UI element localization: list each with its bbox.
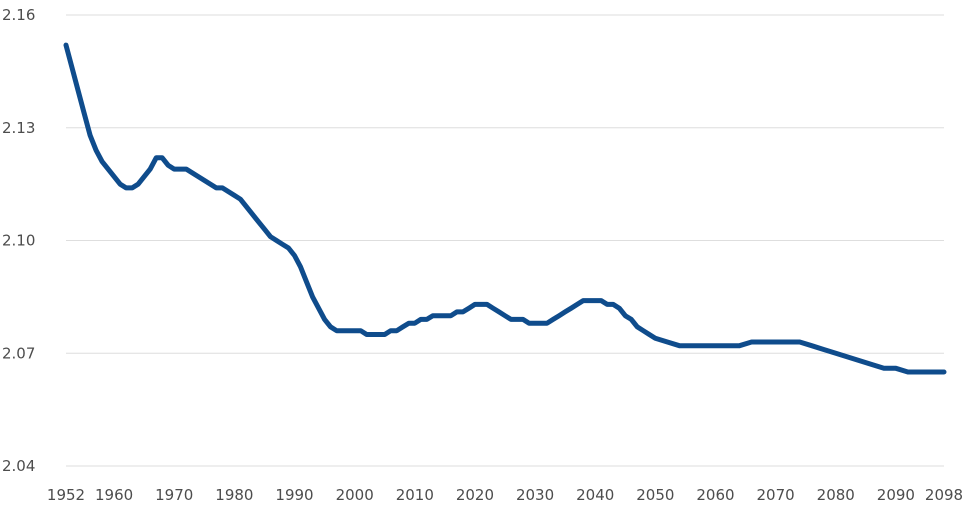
x-tick-label: 2080 [817,486,855,504]
x-tick-label: 2030 [516,486,554,504]
x-tick-label: 2070 [757,486,795,504]
x-tick-label: 2090 [877,486,915,504]
grid-lines [66,14,944,467]
x-tick-label: 2040 [576,486,614,504]
x-tick-label: 1980 [215,486,253,504]
x-tick-label: 2020 [456,486,494,504]
x-tick-label: 2010 [396,486,434,504]
series-group [63,42,947,375]
y-tick-label: 2.13 [2,119,35,137]
x-tick-label: 2000 [336,486,374,504]
x-axis-tick-labels: 1952 1960 1970 1980 1990 2000 2010 2020 2030 2040… [47,486,963,504]
y-tick-label: 2.10 [2,232,35,250]
x-tick-label: 1952 [47,486,85,504]
x-tick-label: 1970 [155,486,193,504]
series-line [63,42,947,375]
x-tick-label: 2060 [696,486,734,504]
y-tick-label: 2.07 [2,344,35,362]
y-tick-label: 2.16 [2,6,35,24]
y-tick-label: 2.04 [2,457,35,475]
x-tick-label: 1990 [275,486,313,504]
x-tick-label: 2098 [925,486,963,504]
x-tick-label: 2050 [636,486,674,504]
x-tick-label: 1960 [95,486,133,504]
y-axis-tick-labels: 2.04 2.07 2.10 2.13 2.16 [2,6,35,475]
